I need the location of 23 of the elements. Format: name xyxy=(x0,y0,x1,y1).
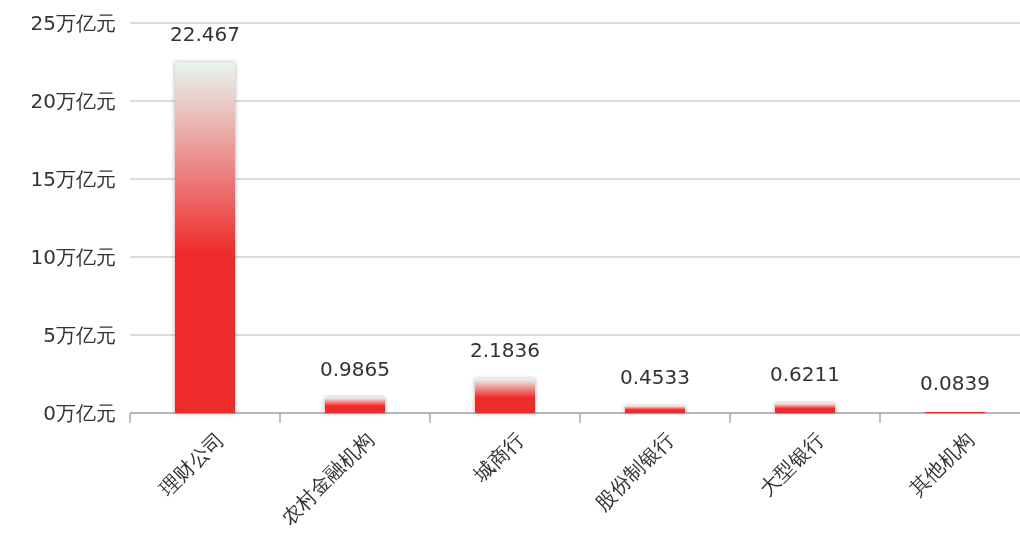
bar xyxy=(325,397,385,413)
x-tick-label: 理财公司 xyxy=(154,427,229,501)
x-tick-label: 农村金融机构 xyxy=(276,427,379,530)
y-tick-label: 5万亿元 xyxy=(43,323,116,347)
x-tick-label: 城商行 xyxy=(468,427,529,488)
data-label: 2.1836 xyxy=(470,337,540,362)
bar xyxy=(625,405,685,413)
y-tick-label: 0万亿元 xyxy=(43,401,116,425)
data-label: 22.467 xyxy=(170,21,240,46)
bar xyxy=(775,403,835,413)
y-tick-label: 20万亿元 xyxy=(30,89,116,113)
bar xyxy=(475,378,535,413)
data-label: 0.0839 xyxy=(920,370,990,395)
data-label: 0.6211 xyxy=(770,362,840,387)
y-tick-label: 25万亿元 xyxy=(30,11,116,35)
y-tick-label: 15万亿元 xyxy=(30,167,116,191)
data-label: 0.9865 xyxy=(320,356,390,381)
x-tick-label: 大型银行 xyxy=(754,427,829,501)
y-tick-label: 10万亿元 xyxy=(30,245,116,269)
x-tick-label: 其他机构 xyxy=(904,427,979,501)
bar xyxy=(175,62,235,413)
x-tick-label: 股份制银行 xyxy=(590,427,679,516)
data-label: 0.4533 xyxy=(620,364,690,389)
